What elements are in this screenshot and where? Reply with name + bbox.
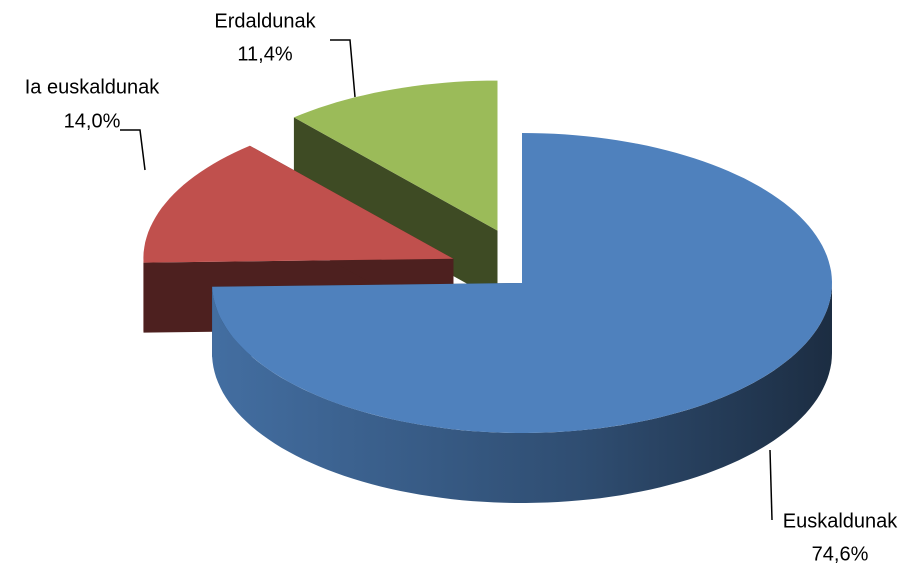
pie-slice bbox=[143, 145, 454, 263]
leader-line bbox=[769, 449, 773, 521]
slice-value-label: 14,0% bbox=[64, 110, 121, 132]
slice-label: Erdaldunak bbox=[214, 10, 316, 32]
leader-line bbox=[330, 39, 356, 98]
pie-slice bbox=[212, 133, 833, 433]
slice-value-label: 74,6% bbox=[812, 543, 869, 565]
leader-line bbox=[120, 129, 146, 171]
slice-label: Euskaldunak bbox=[783, 510, 899, 532]
slice-wall bbox=[212, 283, 833, 503]
pie-slice bbox=[293, 80, 498, 231]
slice-value-label: 11,4% bbox=[237, 43, 292, 65]
slices bbox=[143, 80, 833, 503]
slice-side bbox=[293, 117, 498, 301]
slice-label: Ia euskaldunak bbox=[25, 76, 161, 98]
